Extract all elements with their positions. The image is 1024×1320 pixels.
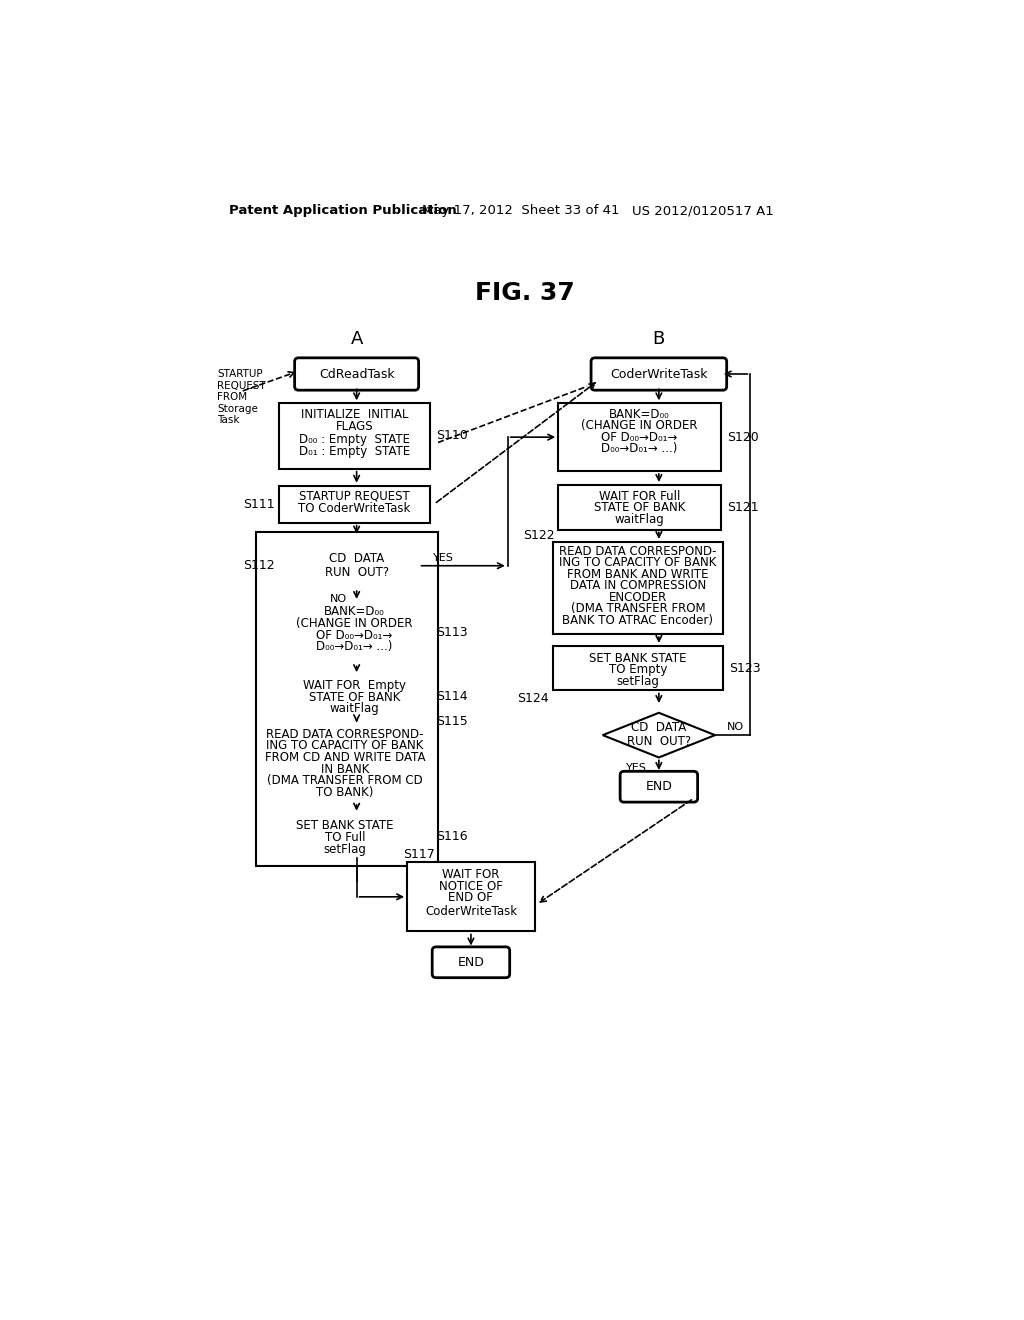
Text: setFlag: setFlag [616,675,659,688]
Text: ING TO CAPACITY OF BANK: ING TO CAPACITY OF BANK [559,556,717,569]
Text: CoderWriteTask: CoderWriteTask [610,367,708,380]
Text: S116: S116 [436,829,468,842]
Polygon shape [295,544,419,589]
Text: S123: S123 [729,661,761,675]
Text: INITIALIZE  INITIAL: INITIALIZE INITIAL [301,408,409,421]
Bar [280,486,430,523]
Text: S111: S111 [244,498,275,511]
Text: Patent Application Publication: Patent Application Publication [228,205,457,218]
Text: D₀₁ : Empty  STATE: D₀₁ : Empty STATE [299,445,411,458]
Text: SET BANK STATE: SET BANK STATE [296,820,394,833]
Text: S122: S122 [522,529,554,543]
Text: WAIT FOR  Empty: WAIT FOR Empty [303,680,407,693]
Text: (CHANGE IN ORDER: (CHANGE IN ORDER [582,418,697,432]
FancyBboxPatch shape [432,946,510,978]
Text: S121: S121 [727,500,759,513]
Bar [280,675,430,718]
Text: FROM BANK AND WRITE: FROM BANK AND WRITE [567,568,709,581]
Text: END: END [458,956,484,969]
Text: TO Full: TO Full [325,832,366,843]
Bar [260,725,430,803]
Text: FLAGS: FLAGS [336,420,374,433]
Text: (DMA TRANSFER FROM CD: (DMA TRANSFER FROM CD [267,774,423,787]
Text: waitFlag: waitFlag [330,702,380,715]
Text: US 2012/0120517 A1: US 2012/0120517 A1 [632,205,773,218]
Bar [558,404,721,471]
Text: (CHANGE IN ORDER: (CHANGE IN ORDER [296,616,413,630]
Text: S113: S113 [436,626,468,639]
Text: D₀₀ : Empty  STATE: D₀₀ : Empty STATE [299,433,411,446]
Text: waitFlag: waitFlag [614,513,665,527]
Text: NO: NO [727,722,743,733]
Text: END: END [645,780,673,793]
Text: CD  DATA: CD DATA [631,721,686,734]
Text: STARTUP REQUEST: STARTUP REQUEST [299,490,410,503]
Text: S114: S114 [436,690,468,702]
Text: ING TO CAPACITY OF BANK: ING TO CAPACITY OF BANK [266,739,424,752]
Text: FROM CD AND WRITE DATA: FROM CD AND WRITE DATA [265,751,425,764]
Text: ENCODER: ENCODER [609,591,667,603]
Text: YES: YES [432,553,454,564]
Text: END OF: END OF [449,891,494,904]
Text: setFlag: setFlag [324,842,367,855]
Bar [256,532,438,866]
Text: S112: S112 [244,560,275,573]
Text: NO: NO [330,594,347,603]
Text: S110: S110 [436,429,468,442]
Text: S120: S120 [727,430,759,444]
Text: A: A [350,330,362,348]
Text: S117: S117 [403,847,435,861]
Text: D₀₀→D₀₁→ ...): D₀₀→D₀₁→ ...) [316,640,393,653]
Text: SET BANK STATE: SET BANK STATE [589,652,687,665]
Bar [553,543,723,635]
Polygon shape [603,713,715,758]
Text: (DMA TRANSFER FROM: (DMA TRANSFER FROM [570,602,706,615]
Text: CD  DATA: CD DATA [329,552,384,565]
Bar [260,813,430,858]
Text: YES: YES [627,763,647,774]
Text: TO CoderWriteTask: TO CoderWriteTask [299,502,411,515]
Text: RUN  OUT?: RUN OUT? [325,566,389,579]
Text: IN BANK: IN BANK [321,763,370,776]
FancyBboxPatch shape [295,358,419,391]
Text: WAIT FOR Full: WAIT FOR Full [599,490,680,503]
Text: CoderWriteTask: CoderWriteTask [425,906,517,917]
Text: DATA IN COMPRESSION: DATA IN COMPRESSION [569,579,707,593]
Text: NOTICE OF: NOTICE OF [439,879,503,892]
Bar [553,645,723,690]
FancyBboxPatch shape [621,771,697,803]
Text: STATE OF BANK: STATE OF BANK [309,690,400,704]
Text: STARTUP
REQUEST
FROM
Storage
Task: STARTUP REQUEST FROM Storage Task [217,368,266,425]
Text: CdReadTask: CdReadTask [318,367,394,380]
Text: READ DATA CORRESPOND-: READ DATA CORRESPOND- [266,727,424,741]
Bar [407,862,535,932]
Bar [558,484,721,529]
Text: STATE OF BANK: STATE OF BANK [594,502,685,515]
Text: D₀₀→D₀₁→ ...): D₀₀→D₀₁→ ...) [601,442,678,455]
Text: TO Empty: TO Empty [608,663,668,676]
Text: READ DATA CORRESPOND-: READ DATA CORRESPOND- [559,545,717,557]
Text: OF D₀₀→D₀₁→: OF D₀₀→D₀₁→ [601,430,678,444]
Text: May 17, 2012  Sheet 33 of 41: May 17, 2012 Sheet 33 of 41 [423,205,620,218]
FancyBboxPatch shape [591,358,727,391]
Text: OF D₀₀→D₀₁→: OF D₀₀→D₀₁→ [316,628,393,642]
Text: S124: S124 [517,692,549,705]
Text: BANK TO ATRAC Encoder): BANK TO ATRAC Encoder) [562,614,714,627]
Text: RUN  OUT?: RUN OUT? [627,735,691,748]
Text: TO BANK): TO BANK) [316,785,374,799]
Bar [280,602,430,664]
Text: S115: S115 [436,714,468,727]
Text: FIG. 37: FIG. 37 [475,281,574,305]
Bar [280,404,430,469]
Text: BANK=D₀₀: BANK=D₀₀ [609,408,670,421]
Text: BANK=D₀₀: BANK=D₀₀ [325,606,385,619]
Text: WAIT FOR: WAIT FOR [442,869,500,880]
Text: B: B [652,330,665,348]
